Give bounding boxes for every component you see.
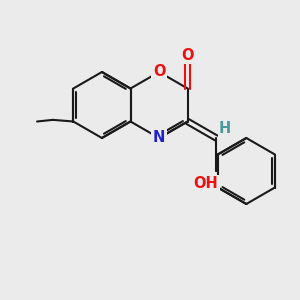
Text: H: H xyxy=(219,121,231,136)
Text: OH: OH xyxy=(194,176,218,191)
Text: O: O xyxy=(182,48,194,63)
Text: N: N xyxy=(153,130,165,146)
Text: O: O xyxy=(153,64,165,80)
